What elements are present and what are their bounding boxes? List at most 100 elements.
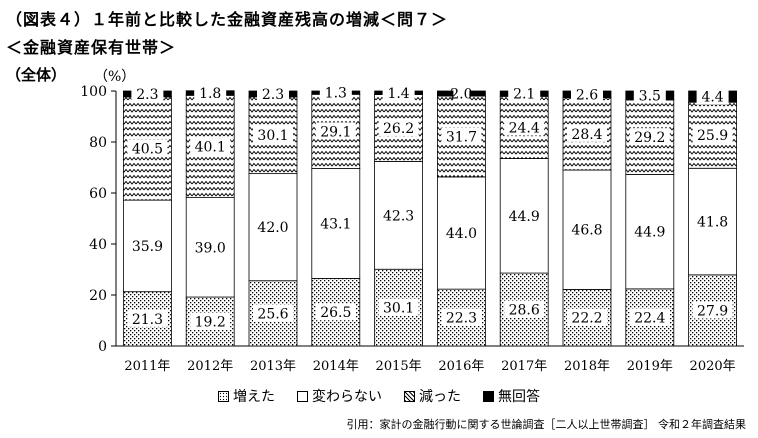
- data-label-bg: [629, 308, 670, 326]
- data-label-bg: [378, 206, 419, 224]
- data-label-bg: [319, 83, 352, 101]
- legend-item-decreased: 減った: [404, 386, 461, 406]
- data-label-bg: [571, 85, 603, 103]
- data-label: 22.4: [634, 310, 665, 326]
- data-label: 29.2: [634, 130, 665, 146]
- y-tick-label: 0: [98, 339, 107, 355]
- black-swatch-icon: [483, 390, 494, 402]
- legend-item-increased: 増えた: [218, 386, 275, 406]
- legend-label: 減った: [419, 389, 461, 405]
- data-label-bg: [315, 122, 356, 140]
- dots-swatch-icon: [218, 390, 229, 402]
- y-tick-label: 100: [80, 84, 107, 100]
- legend-item-unchanged: 変わらない: [297, 386, 382, 406]
- data-label-bg: [504, 206, 545, 224]
- data-label-bg: [696, 87, 729, 105]
- data-label: 22.2: [571, 311, 602, 327]
- scope-label: （全体）: [6, 66, 67, 84]
- data-label-bg: [692, 301, 733, 319]
- source-note: 引用：家計の金融行動に関する世論調査［二人以上世帯調査］ 令和２年調査結果: [346, 418, 747, 431]
- y-tick-label: 20: [89, 288, 107, 304]
- bar-segment: [436, 176, 486, 290]
- data-label: 40.1: [195, 139, 226, 155]
- data-label-bg: [315, 303, 356, 321]
- data-label-bg: [441, 127, 482, 145]
- data-label-bg: [382, 83, 415, 101]
- chart-title: （図表４）１年前と比較した金融資産残高の増減＜問７＞: [6, 10, 449, 29]
- data-label-bg: [257, 84, 289, 102]
- data-label-bg: [127, 309, 168, 327]
- x-tick-label: 2016年: [438, 359, 484, 374]
- data-label-bg: [453, 84, 470, 102]
- data-label: 42.0: [257, 220, 288, 236]
- data-label: 26.2: [383, 121, 414, 137]
- data-label: 29.1: [320, 124, 351, 140]
- x-tick-label: 2014年: [313, 359, 359, 374]
- data-label: 42.3: [383, 208, 414, 224]
- data-label: 43.1: [320, 216, 351, 232]
- data-label: 1.8: [199, 86, 221, 102]
- data-label-bg: [567, 308, 607, 326]
- data-label: 21.3: [132, 312, 163, 328]
- data-label: 35.9: [132, 239, 163, 255]
- data-label: 28.4: [571, 127, 602, 143]
- data-label-bg: [127, 236, 168, 254]
- data-label-bg: [504, 300, 545, 318]
- x-tick-label: 2013年: [250, 359, 296, 374]
- data-label-bg: [441, 308, 482, 326]
- data-label-bg: [378, 298, 419, 316]
- y-tick-label: 40: [89, 237, 107, 253]
- data-label-bg: [253, 304, 293, 322]
- x-tick-label: 2019年: [627, 359, 673, 374]
- data-label: 46.8: [571, 223, 602, 239]
- data-label: 2.1: [513, 87, 535, 103]
- x-tick-label: 2015年: [376, 359, 422, 374]
- data-label: 24.4: [509, 120, 540, 136]
- x-tick-label: 2012年: [187, 359, 233, 374]
- white-swatch-icon: [297, 390, 308, 402]
- data-label: 2.6: [576, 87, 598, 103]
- chart-subtitle: ＜金融資産保有世帯＞: [6, 38, 177, 57]
- data-label-bg: [629, 128, 670, 146]
- data-label-bg: [378, 118, 419, 136]
- data-label-bg: [190, 137, 231, 155]
- data-label-bg: [567, 220, 607, 238]
- data-label-bg: [253, 126, 293, 144]
- data-label: 1.4: [387, 86, 409, 102]
- unit-label: （%）: [94, 69, 136, 85]
- data-label: 27.9: [697, 303, 728, 319]
- data-label: 22.3: [446, 311, 477, 327]
- data-label-bg: [629, 222, 670, 240]
- data-label: 25.9: [697, 128, 728, 144]
- data-label-bg: [261, 218, 285, 236]
- x-tick-label: 2011年: [124, 359, 170, 374]
- data-label: 3.5: [639, 88, 661, 104]
- data-label: 2.3: [136, 87, 158, 103]
- data-label: 41.8: [697, 215, 728, 231]
- legend-label: 変わらない: [312, 389, 382, 405]
- data-label-bg: [190, 312, 231, 330]
- data-label: 1.3: [325, 86, 347, 102]
- legend-label: 増えた: [233, 389, 275, 405]
- data-label: 28.6: [509, 303, 540, 319]
- y-tick-label: 80: [89, 135, 107, 151]
- data-label-bg: [567, 124, 607, 142]
- zigzag-swatch-icon: [404, 390, 415, 402]
- data-label: 44.0: [446, 226, 477, 242]
- data-label-bg: [127, 139, 168, 157]
- data-label: 44.9: [509, 209, 540, 225]
- data-label-bg: [508, 84, 541, 102]
- data-label: 30.1: [383, 301, 414, 317]
- x-tick-label: 2020年: [690, 359, 736, 374]
- data-label-bg: [692, 126, 733, 144]
- x-tick-label: 2017年: [501, 359, 547, 374]
- data-label-bg: [194, 84, 227, 102]
- data-label-bg: [633, 86, 666, 104]
- x-tick-label: 2018年: [564, 359, 610, 374]
- data-label: 31.7: [446, 130, 477, 146]
- legend: 増えた 変わらない 減った 無回答: [0, 386, 758, 406]
- data-label: 25.6: [257, 306, 288, 322]
- legend-label: 無回答: [498, 389, 540, 405]
- data-label: 19.2: [195, 315, 226, 331]
